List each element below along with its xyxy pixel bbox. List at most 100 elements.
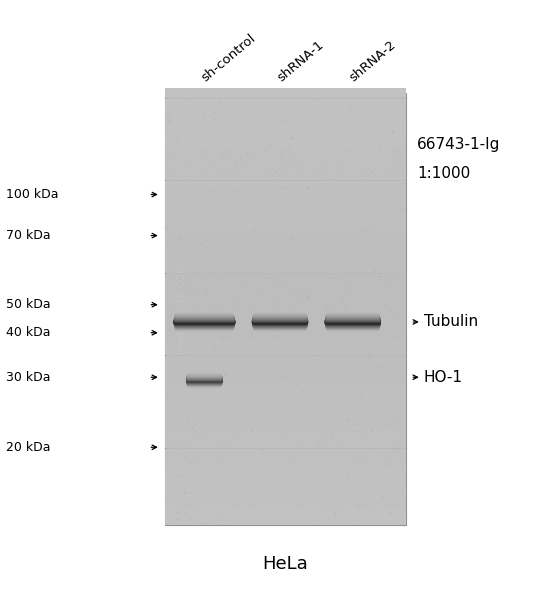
- Bar: [165, 246, 406, 251]
- Bar: [165, 93, 406, 98]
- FancyBboxPatch shape: [175, 325, 234, 329]
- FancyBboxPatch shape: [326, 314, 380, 318]
- Bar: [165, 241, 406, 246]
- Bar: [165, 158, 406, 164]
- Text: 40 kDa: 40 kDa: [6, 326, 50, 339]
- FancyBboxPatch shape: [252, 320, 308, 325]
- FancyBboxPatch shape: [186, 373, 222, 377]
- FancyBboxPatch shape: [174, 320, 235, 325]
- FancyBboxPatch shape: [253, 313, 307, 317]
- FancyBboxPatch shape: [174, 319, 235, 323]
- FancyBboxPatch shape: [175, 315, 234, 319]
- Text: HeLa: HeLa: [263, 555, 309, 573]
- Text: www.PTGLAB.COM: www.PTGLAB.COM: [177, 264, 187, 354]
- FancyBboxPatch shape: [325, 320, 381, 325]
- Text: 30 kDa: 30 kDa: [6, 371, 50, 384]
- FancyBboxPatch shape: [187, 384, 222, 388]
- Bar: [165, 274, 406, 279]
- FancyBboxPatch shape: [253, 323, 307, 327]
- Bar: [165, 350, 406, 355]
- FancyBboxPatch shape: [252, 319, 308, 323]
- Bar: [165, 312, 406, 317]
- FancyBboxPatch shape: [253, 312, 307, 316]
- Bar: [165, 323, 406, 328]
- Bar: [165, 514, 406, 520]
- Bar: [165, 476, 406, 481]
- Bar: [165, 443, 406, 448]
- FancyBboxPatch shape: [175, 328, 234, 332]
- Bar: [165, 295, 406, 301]
- Bar: [165, 498, 406, 503]
- FancyBboxPatch shape: [253, 314, 307, 319]
- FancyBboxPatch shape: [186, 377, 223, 382]
- Bar: [165, 470, 406, 476]
- FancyBboxPatch shape: [174, 323, 235, 327]
- FancyBboxPatch shape: [252, 317, 308, 322]
- FancyBboxPatch shape: [187, 385, 222, 389]
- FancyBboxPatch shape: [326, 328, 380, 332]
- Bar: [165, 377, 406, 383]
- FancyBboxPatch shape: [325, 319, 381, 323]
- Bar: [165, 290, 406, 295]
- FancyBboxPatch shape: [252, 322, 308, 326]
- Bar: [165, 388, 406, 394]
- FancyBboxPatch shape: [326, 326, 380, 330]
- FancyBboxPatch shape: [186, 376, 222, 380]
- Bar: [165, 224, 406, 230]
- Bar: [165, 148, 406, 153]
- FancyBboxPatch shape: [174, 318, 235, 322]
- Bar: [165, 492, 406, 497]
- FancyBboxPatch shape: [174, 324, 235, 329]
- FancyBboxPatch shape: [252, 321, 308, 325]
- FancyBboxPatch shape: [187, 372, 222, 376]
- FancyBboxPatch shape: [253, 324, 307, 328]
- Bar: [165, 153, 406, 158]
- FancyBboxPatch shape: [326, 313, 380, 317]
- FancyBboxPatch shape: [253, 315, 307, 319]
- Bar: [165, 367, 406, 372]
- FancyBboxPatch shape: [326, 311, 379, 316]
- FancyBboxPatch shape: [175, 328, 234, 332]
- Bar: [165, 181, 406, 186]
- Bar: [165, 279, 406, 284]
- Bar: [165, 284, 406, 290]
- FancyBboxPatch shape: [175, 312, 234, 316]
- FancyBboxPatch shape: [174, 321, 235, 325]
- Bar: [165, 416, 406, 421]
- FancyBboxPatch shape: [326, 311, 379, 316]
- Bar: [165, 121, 406, 126]
- Bar: [165, 214, 406, 219]
- FancyBboxPatch shape: [175, 313, 234, 317]
- Bar: [165, 263, 406, 268]
- FancyBboxPatch shape: [326, 325, 380, 330]
- Bar: [165, 257, 406, 263]
- Bar: [165, 481, 406, 487]
- FancyBboxPatch shape: [174, 317, 235, 321]
- FancyBboxPatch shape: [175, 314, 234, 318]
- Bar: [165, 93, 406, 525]
- FancyBboxPatch shape: [187, 373, 222, 377]
- FancyBboxPatch shape: [252, 322, 308, 326]
- FancyBboxPatch shape: [325, 323, 380, 327]
- FancyBboxPatch shape: [186, 382, 222, 386]
- Bar: [165, 361, 406, 367]
- Bar: [165, 421, 406, 427]
- FancyBboxPatch shape: [174, 316, 235, 320]
- FancyBboxPatch shape: [325, 320, 381, 324]
- FancyBboxPatch shape: [253, 314, 307, 318]
- FancyBboxPatch shape: [186, 374, 222, 379]
- Bar: [165, 131, 406, 137]
- Bar: [165, 142, 406, 148]
- Bar: [165, 427, 406, 432]
- Bar: [165, 268, 406, 274]
- FancyBboxPatch shape: [186, 379, 223, 383]
- FancyBboxPatch shape: [175, 327, 234, 331]
- FancyBboxPatch shape: [186, 378, 223, 382]
- FancyBboxPatch shape: [253, 316, 307, 320]
- FancyBboxPatch shape: [186, 383, 222, 387]
- Bar: [165, 317, 406, 323]
- FancyBboxPatch shape: [187, 383, 222, 388]
- Text: 100 kDa: 100 kDa: [6, 188, 58, 201]
- Bar: [165, 235, 406, 241]
- FancyBboxPatch shape: [326, 326, 380, 331]
